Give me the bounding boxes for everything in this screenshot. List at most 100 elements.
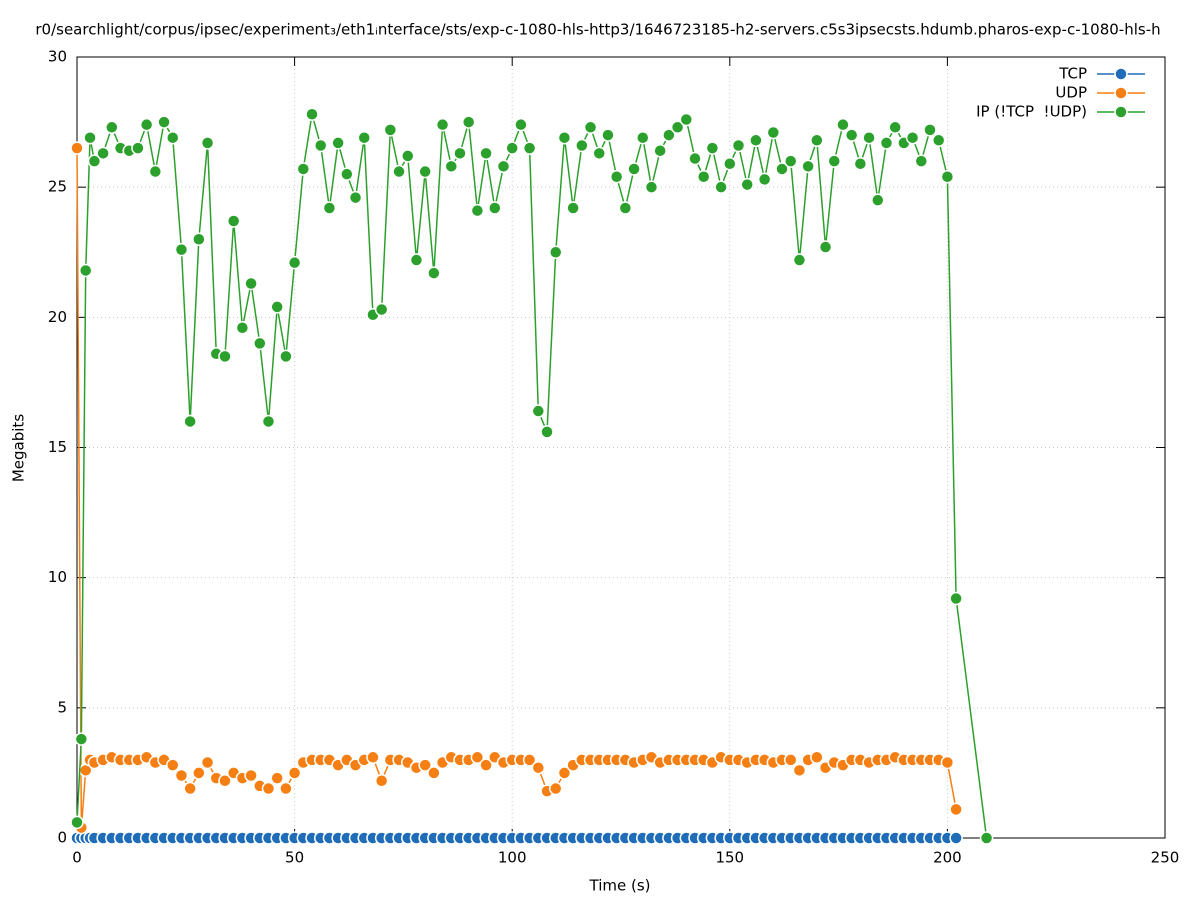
data-point xyxy=(783,753,798,767)
data-point xyxy=(618,201,633,215)
legend-marker xyxy=(1114,86,1128,100)
data-point xyxy=(279,781,293,796)
data-point xyxy=(87,154,102,168)
data-point xyxy=(409,253,424,267)
data-point xyxy=(157,115,171,129)
x-tick-label: 150 xyxy=(715,849,744,867)
data-point xyxy=(383,123,398,137)
data-point xyxy=(792,253,807,267)
data-point xyxy=(522,141,537,155)
data-point xyxy=(444,159,459,174)
data-point xyxy=(165,130,180,145)
data-point xyxy=(418,758,432,772)
data-point xyxy=(740,177,754,192)
data-point xyxy=(131,141,145,155)
data-point xyxy=(418,164,432,179)
data-point xyxy=(200,136,215,150)
data-point xyxy=(70,815,84,830)
data-point xyxy=(148,164,163,179)
data-point xyxy=(888,120,902,135)
data-point xyxy=(496,159,511,174)
data-point xyxy=(174,768,189,783)
data-point xyxy=(531,760,546,775)
y-tick-label: 5 xyxy=(57,698,67,716)
legend-label: UDP xyxy=(1055,84,1087,102)
data-point xyxy=(270,771,284,785)
legend-label: IP (!TCP !UDP) xyxy=(976,103,1087,121)
data-point xyxy=(531,404,546,418)
data-point xyxy=(723,156,737,171)
data-point xyxy=(296,162,311,176)
data-point xyxy=(705,141,720,155)
data-point xyxy=(575,138,589,153)
data-point xyxy=(287,255,302,270)
data-point xyxy=(905,130,920,145)
data-point xyxy=(601,128,615,142)
data-point xyxy=(226,214,241,228)
data-point xyxy=(192,232,206,246)
data-point xyxy=(322,201,337,215)
legend-marker xyxy=(1114,67,1128,81)
data-point xyxy=(783,154,798,168)
y-tick-label: 15 xyxy=(48,438,67,456)
x-tick-label: 0 xyxy=(72,849,82,867)
data-point xyxy=(696,170,711,184)
data-point xyxy=(566,201,580,215)
data-point xyxy=(74,732,89,746)
data-point xyxy=(305,107,319,122)
data-point xyxy=(879,136,894,150)
y-tick-label: 0 xyxy=(57,829,67,847)
data-point xyxy=(522,753,537,767)
data-point xyxy=(949,591,963,606)
data-point xyxy=(218,349,232,364)
x-tick-label: 250 xyxy=(1151,849,1180,867)
data-point xyxy=(348,190,363,205)
data-point xyxy=(636,130,650,145)
data-point xyxy=(192,766,206,780)
data-point xyxy=(679,112,694,127)
data-point xyxy=(470,750,485,765)
data-point xyxy=(70,141,84,155)
y-tick-label: 30 xyxy=(48,48,67,66)
data-point xyxy=(357,130,371,145)
data-point xyxy=(374,773,389,788)
data-point xyxy=(374,302,389,317)
data-point xyxy=(270,300,284,314)
legend-marker xyxy=(1114,105,1128,119)
data-point xyxy=(810,133,824,148)
data-point xyxy=(810,750,824,765)
chart-title: r0/searchlight/corpus/ipsec/experiment₃/… xyxy=(35,21,1160,39)
data-point xyxy=(366,750,380,765)
data-point xyxy=(827,154,841,168)
data-point xyxy=(940,170,955,184)
x-tick-label: 200 xyxy=(933,849,962,867)
data-point xyxy=(78,263,93,278)
data-point xyxy=(505,141,519,155)
data-point xyxy=(287,766,302,780)
data-point xyxy=(105,120,119,135)
series-line xyxy=(76,114,988,839)
data-point xyxy=(261,414,276,429)
data-point xyxy=(514,117,528,132)
data-point xyxy=(401,149,415,163)
data-point xyxy=(470,203,485,218)
data-point xyxy=(853,156,868,171)
data-point xyxy=(931,133,946,148)
data-point xyxy=(979,831,994,845)
data-point xyxy=(818,240,833,254)
data-point xyxy=(862,130,876,145)
data-point xyxy=(461,115,476,129)
y-axis-label: Megabits xyxy=(10,414,28,482)
data-point xyxy=(96,146,110,161)
data-point xyxy=(792,763,807,778)
y-tick-label: 10 xyxy=(48,568,67,586)
data-point xyxy=(174,242,189,257)
y-tick-label: 20 xyxy=(48,308,67,326)
data-point xyxy=(914,154,929,168)
data-point xyxy=(836,117,850,132)
data-point xyxy=(688,151,702,166)
data-point xyxy=(766,125,781,140)
data-point xyxy=(714,180,728,194)
data-point xyxy=(844,128,859,142)
